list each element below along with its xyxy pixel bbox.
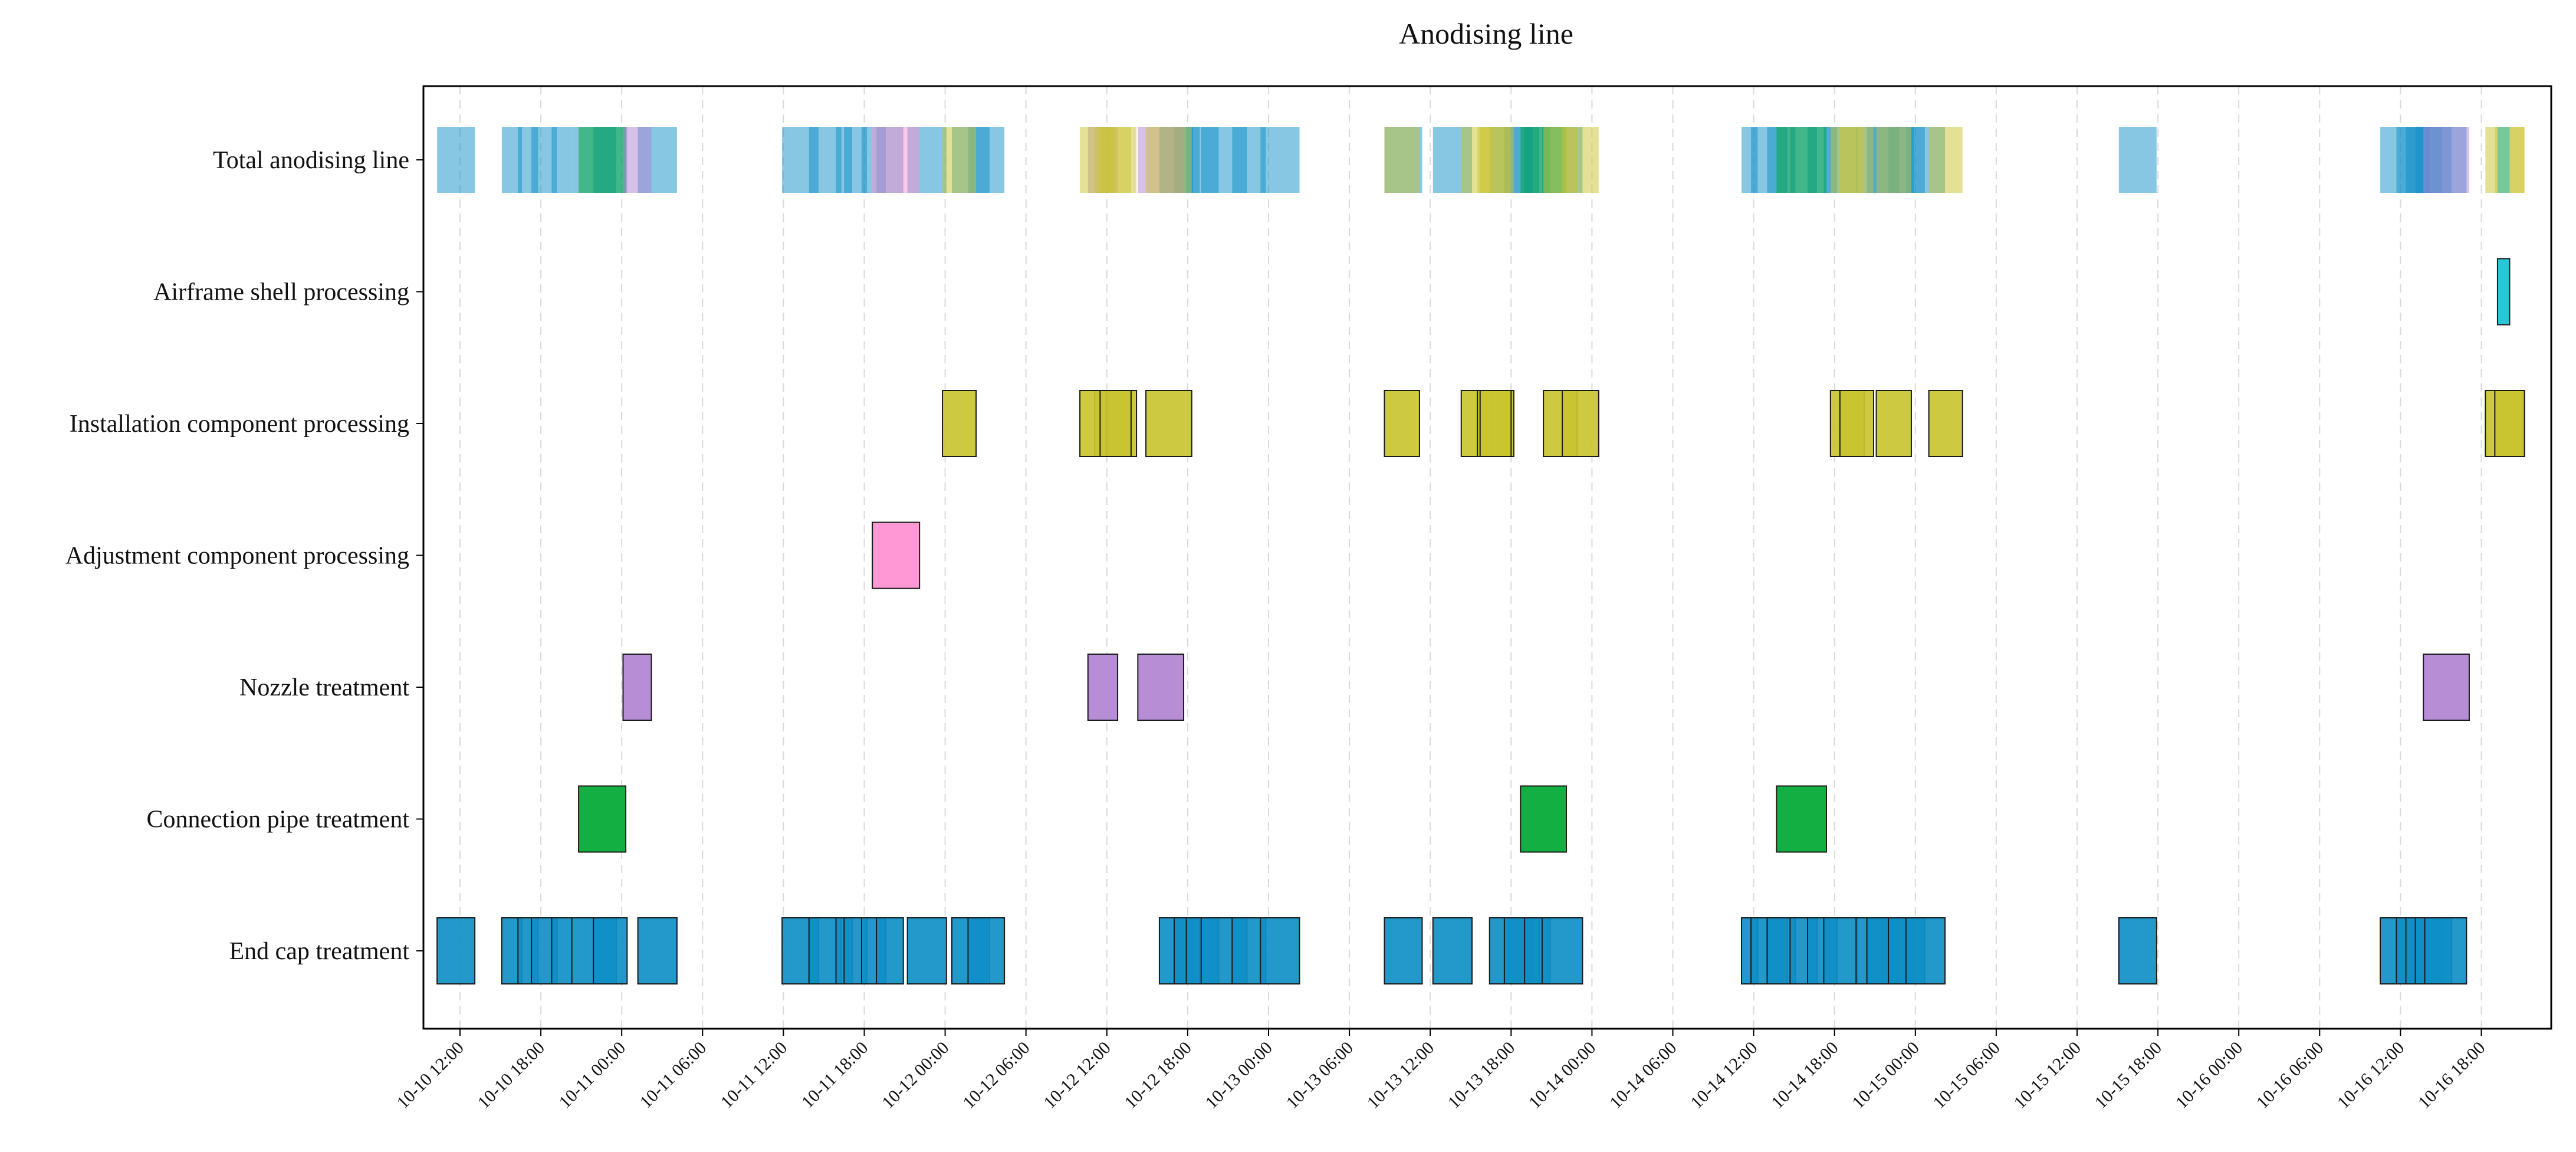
bar-total-anodising-line	[1876, 127, 1911, 193]
bar-total-anodising-line	[2118, 127, 2157, 193]
bar-end-cap-treatment	[906, 917, 947, 984]
bar-nozzle-treatment	[1087, 654, 1119, 721]
bar-end-cap-treatment	[436, 917, 476, 984]
bar-nozzle-treatment	[622, 654, 652, 721]
x-tick-label: 10-14 18:00	[1767, 1038, 1842, 1112]
bar-total-anodising-line	[579, 127, 626, 193]
plot-frame	[422, 85, 2552, 1030]
x-tick-label: 10-11 18:00	[798, 1038, 872, 1112]
bar-installation-component-processing	[1928, 390, 1963, 457]
bar-nozzle-treatment	[2423, 654, 2470, 721]
bar-total-anodising-line	[942, 127, 977, 193]
y-tick-label: Connection pipe treatment	[146, 806, 409, 833]
x-tick-label: 10-12 12:00	[1040, 1038, 1114, 1112]
bar-end-cap-treatment	[1541, 917, 1583, 984]
bar-installation-component-processing	[1384, 390, 1420, 457]
x-tick-label: 10-14 06:00	[1606, 1038, 1680, 1112]
bar-end-cap-treatment	[1823, 917, 1858, 984]
bar-end-cap-treatment	[2424, 917, 2467, 984]
bar-connection-pipe-treatment	[578, 785, 627, 853]
x-tick-label: 10-14 00:00	[1525, 1038, 1599, 1112]
chart-title: Anodising line	[1399, 17, 1573, 50]
bar-connection-pipe-treatment	[1520, 785, 1567, 853]
bar-total-anodising-line	[1146, 127, 1192, 193]
bar-installation-component-processing	[1875, 390, 1912, 457]
x-tick-label: 10-16 18:00	[2414, 1038, 2489, 1112]
bar-total-anodising-line	[1928, 127, 1963, 193]
x-tick-label: 10-11 06:00	[636, 1038, 711, 1112]
x-tick-label: 10-11 00:00	[555, 1038, 629, 1112]
x-tick-label: 10-13 18:00	[1444, 1038, 1519, 1112]
bar-end-cap-treatment	[1905, 917, 1946, 984]
bar-total-anodising-line	[1260, 127, 1300, 193]
y-tick-label: Nozzle treatment	[239, 674, 409, 701]
bar-total-anodising-line	[1839, 127, 1874, 193]
bar-end-cap-treatment	[551, 917, 573, 984]
bar-installation-component-processing	[1562, 390, 1599, 457]
bar-total-anodising-line	[1480, 127, 1512, 193]
total-anodising-line-layer	[437, 127, 2525, 193]
bar-total-anodising-line	[1100, 127, 1131, 193]
x-tick-label: 10-10 12:00	[393, 1038, 467, 1112]
bar-end-cap-treatment	[1384, 917, 1423, 984]
bar-total-anodising-line	[872, 127, 920, 193]
x-tick-label: 10-13 00:00	[1201, 1038, 1276, 1112]
x-axis: 10-10 12:00 10-10 18:00 10-11 00:00 10-11 0…	[393, 1029, 2489, 1112]
y-tick-label: Total anodising line	[213, 147, 409, 174]
x-tick-label: 10-16 06:00	[2253, 1038, 2327, 1112]
bars-layer	[436, 258, 2525, 984]
bar-installation-component-processing	[2494, 390, 2525, 457]
x-tick-label: 10-11 12:00	[717, 1038, 791, 1112]
x-tick-label: 10-13 12:00	[1363, 1038, 1438, 1112]
x-tick-label: 10-16 12:00	[2334, 1038, 2408, 1112]
bar-installation-component-processing	[1099, 390, 1132, 457]
bar-total-anodising-line	[551, 127, 572, 193]
bar-end-cap-treatment	[967, 917, 1006, 984]
grid-layer	[459, 86, 2482, 1029]
x-tick-label: 10-16 00:00	[2172, 1038, 2246, 1112]
y-axis: Total anodising line Airframe shell proce…	[65, 147, 423, 965]
bar-end-cap-treatment	[1432, 917, 1473, 984]
y-tick-label: Airframe shell processing	[153, 279, 409, 306]
bar-total-anodising-line	[2423, 127, 2469, 193]
bar-connection-pipe-treatment	[1776, 785, 1827, 853]
bar-total-anodising-line	[623, 127, 652, 193]
x-tick-label: 10-15 06:00	[1929, 1038, 2003, 1112]
bar-end-cap-treatment	[1260, 917, 1300, 984]
bar-nozzle-treatment	[1137, 654, 1185, 721]
y-tick-label: End cap treatment	[229, 938, 409, 965]
x-tick-label: 10-15 12:00	[2010, 1038, 2084, 1112]
x-tick-label: 10-15 18:00	[2091, 1038, 2166, 1112]
bar-total-anodising-line	[2497, 127, 2510, 193]
y-tick-label: Installation component processing	[70, 411, 409, 438]
bar-total-anodising-line	[809, 127, 842, 193]
x-tick-label: 10-12 18:00	[1121, 1038, 1195, 1112]
bar-end-cap-treatment	[593, 917, 628, 984]
bar-installation-component-processing	[942, 390, 977, 457]
x-tick-label: 10-12 00:00	[878, 1038, 952, 1112]
bar-total-anodising-line	[1232, 127, 1266, 193]
bar-installation-component-processing	[1479, 390, 1512, 457]
x-tick-label: 10-13 06:00	[1283, 1038, 1357, 1112]
bar-total-anodising-line	[1776, 127, 1826, 193]
x-tick-label: 10-14 12:00	[1687, 1038, 1761, 1112]
bar-adjustment-component-processing	[872, 521, 921, 589]
bar-total-anodising-line	[437, 127, 475, 193]
x-tick-label: 10-15 00:00	[1848, 1038, 1923, 1112]
bar-end-cap-treatment	[637, 917, 678, 984]
bar-end-cap-treatment	[2118, 917, 2157, 984]
x-tick-label: 10-12 06:00	[959, 1038, 1033, 1112]
y-tick-label: Adjustment component processing	[65, 543, 409, 570]
bar-installation-component-processing	[1145, 390, 1192, 457]
bar-total-anodising-line	[1562, 127, 1599, 193]
bar-total-anodising-line	[1384, 127, 1420, 193]
bar-end-cap-treatment	[876, 917, 904, 984]
x-tick-label: 10-10 18:00	[474, 1038, 548, 1112]
bar-installation-component-processing	[1839, 390, 1874, 457]
bar-airframe-shell-processing	[2496, 258, 2511, 326]
